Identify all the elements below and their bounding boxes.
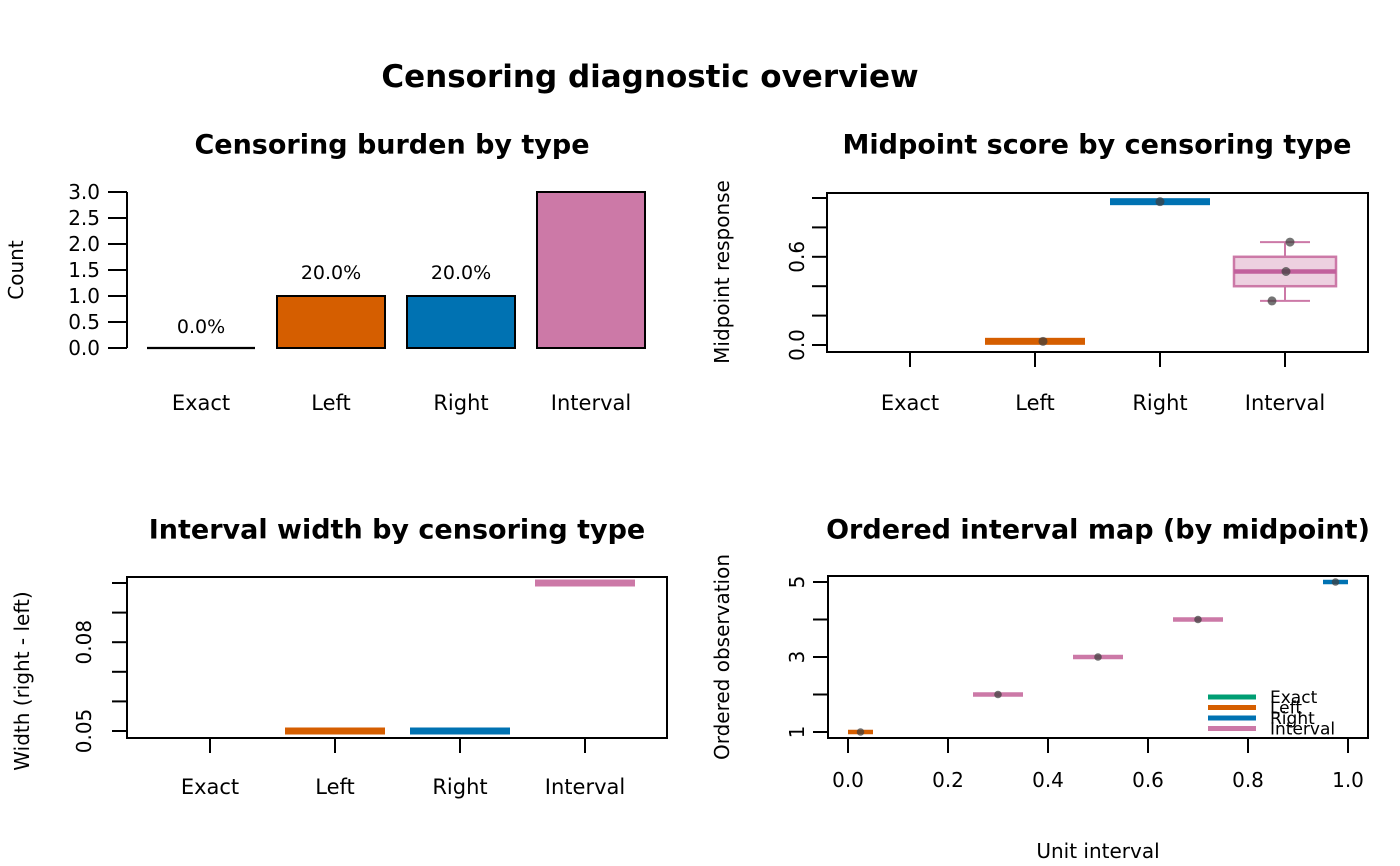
- bar-percent-label: 0.0%: [177, 316, 225, 338]
- data-point: [1285, 237, 1295, 247]
- category-label: Right: [432, 775, 487, 799]
- category-label: Exact: [181, 775, 239, 799]
- category-label: Left: [311, 391, 351, 415]
- y-tick-label: 5: [785, 576, 809, 589]
- interval-midpoint: [994, 690, 1002, 699]
- interval-midpoint: [1331, 578, 1340, 586]
- y-tick-label: 0.08: [72, 620, 96, 665]
- y-tick-label: 1: [785, 726, 809, 739]
- bar: [276, 295, 386, 349]
- category-label: Interval: [551, 391, 631, 415]
- x-axis-label-unit-interval: Unit interval: [1036, 839, 1160, 863]
- y-tick-label: 2.0: [68, 232, 100, 256]
- box-degenerate: [985, 337, 1085, 345]
- interval-midpoint: [856, 728, 865, 736]
- category-label: Exact: [881, 391, 939, 415]
- panel-title-midpoint-score: Midpoint score by censoring type: [842, 129, 1352, 161]
- interval-midpoint: [1194, 615, 1202, 624]
- category-label: Right: [1132, 391, 1187, 415]
- bar: [536, 191, 646, 349]
- plot-frame: [126, 576, 668, 739]
- legend-label: Interval: [1270, 720, 1335, 740]
- x-tick-label: 0.0: [832, 768, 864, 792]
- y-axis-label-ordered-observation: Ordered observation: [710, 553, 734, 761]
- panel-censoring-burden: 0.00.51.01.52.02.53.0 0.0% 20.0% 20.0% Exact…: [68, 180, 646, 415]
- panel-title-interval-width: Interval width by censoring type: [148, 514, 646, 546]
- y-tick-label: 1.0: [68, 284, 100, 308]
- y-tick-label: 1.5: [68, 258, 100, 282]
- y-tick-label: 0.6: [785, 241, 809, 273]
- data-point: [1155, 197, 1165, 207]
- panel-title-censoring-burden: Censoring burden by type: [194, 129, 590, 161]
- x-tick-label: 0.2: [932, 768, 964, 792]
- y-axis-label-midpoint-response: Midpoint response: [710, 180, 734, 364]
- legend-label: Right: [1270, 709, 1315, 729]
- x-tick-label: 0.4: [1032, 768, 1064, 792]
- x-tick-label: 0.8: [1232, 768, 1264, 792]
- interval-midpoint: [1094, 653, 1102, 661]
- category-label: Right: [433, 391, 488, 415]
- y-tick-label: 0.5: [68, 310, 100, 334]
- box-degenerate: [535, 579, 635, 587]
- x-tick-label: 1.0: [1332, 768, 1364, 792]
- y-axis-label-count: Count: [4, 240, 28, 300]
- bar-percent-label: 20.0%: [431, 262, 491, 284]
- category-label: Exact: [172, 391, 230, 415]
- y-tick-label: 0.0: [785, 329, 809, 361]
- y-tick-label: 3: [785, 651, 809, 664]
- panel-ordered-interval-map: 0.0 0.2 0.4 0.6 0.8 1.0 1 3 5 ExactLeftRightInter…: [785, 575, 1369, 792]
- y-tick-label: 0.05: [72, 709, 96, 754]
- panel-interval-width: 0.05 0.08 Exact Left Right Interval: [72, 576, 668, 799]
- y-tick-label: 2.5: [68, 206, 100, 230]
- data-point: [1038, 336, 1048, 346]
- panel-title-ordered-interval-map: Ordered interval map (by midpoint): [826, 514, 1370, 546]
- category-label: Interval: [545, 775, 625, 799]
- legend-label: Left: [1270, 699, 1302, 719]
- box-degenerate: [410, 727, 510, 735]
- category-label: Left: [315, 775, 355, 799]
- bar-percent-label: 20.0%: [301, 262, 361, 284]
- y-tick-label: 3.0: [68, 180, 100, 204]
- bar: [406, 295, 516, 349]
- main-title: Censoring diagnostic overview: [381, 59, 919, 95]
- data-point: [1281, 267, 1291, 276]
- x-tick-label: 0.6: [1132, 768, 1164, 792]
- data-point: [1267, 296, 1277, 306]
- box-degenerate: [285, 727, 385, 735]
- y-tick-label: 0.0: [68, 336, 100, 360]
- y-axis-label-width: Width (right - left): [10, 591, 34, 771]
- category-label: Left: [1015, 391, 1055, 415]
- legend-label: Exact: [1270, 688, 1318, 708]
- panel-midpoint-score: 0.0 0.6 Exact Left Right Interval: [785, 192, 1369, 415]
- plot-frame: [826, 192, 1369, 353]
- category-label: Interval: [1245, 391, 1325, 415]
